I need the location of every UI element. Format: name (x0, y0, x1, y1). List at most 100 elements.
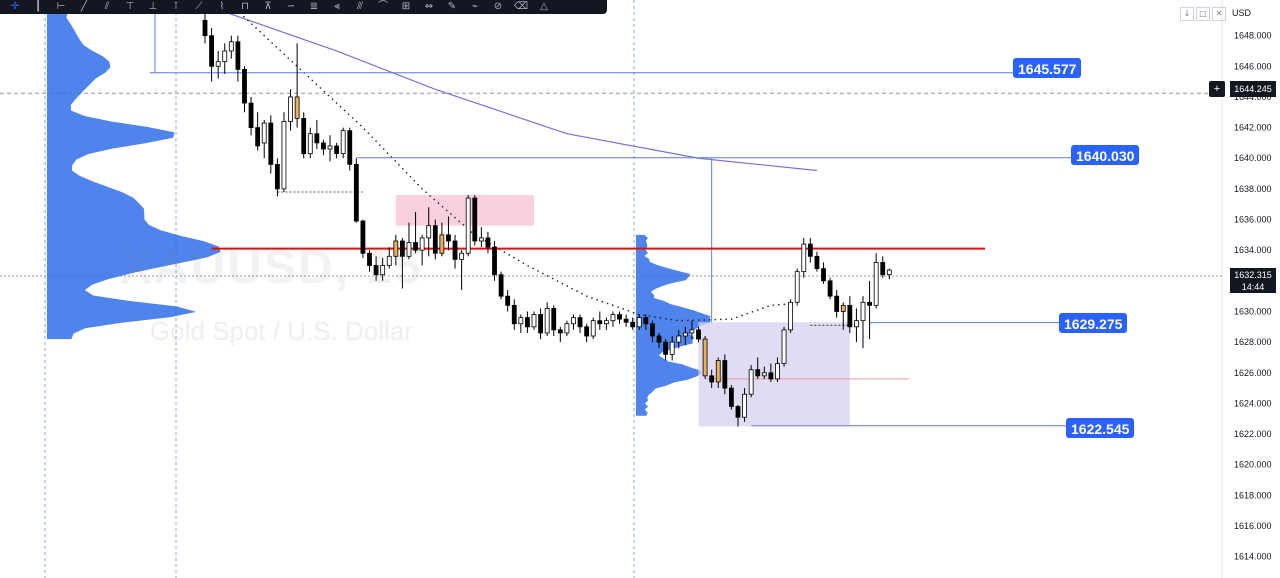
ruler-tool-icon[interactable]: ⊓ (241, 1, 249, 12)
candle (794, 268, 800, 306)
candle (492, 240, 497, 281)
candle-body (597, 320, 603, 325)
fib-channel-tool-icon[interactable]: ⫻ (357, 1, 363, 12)
candle (807, 237, 813, 263)
candle-body (446, 234, 451, 242)
price-note-tool-icon[interactable]: ✎ (447, 1, 457, 12)
path-tool-icon[interactable]: ⌇ (219, 1, 225, 12)
volume-profile (47, 12, 711, 416)
level-badge-1640[interactable]: 1640.030 (1071, 145, 1140, 165)
candle (485, 231, 491, 254)
channel-tool-icon[interactable]: ⫽ (104, 1, 110, 12)
volume-profile-right (636, 234, 711, 416)
candle (663, 339, 668, 361)
currency-selector[interactable]: USD (1232, 8, 1252, 18)
price-tick-label: 1630.000 (1234, 306, 1272, 316)
candle-body (847, 304, 853, 328)
vertical-line-tool-icon[interactable]: ┃ (34, 1, 42, 12)
candle-body (459, 252, 465, 260)
fib-retracement-tool-icon[interactable]: ≣ (309, 1, 319, 12)
candle (801, 237, 807, 278)
candle (439, 222, 445, 257)
level-badge-1629[interactable]: 1629.275 (1059, 313, 1128, 333)
candle (459, 250, 465, 291)
candle (676, 329, 682, 349)
candle-body (465, 197, 471, 254)
level-badge-1622[interactable]: 1622.545 (1066, 418, 1135, 438)
candle (367, 250, 372, 272)
candle-body (571, 317, 576, 325)
candle (373, 256, 379, 281)
candle-body (399, 240, 405, 257)
triangle-tool-icon[interactable]: △ (540, 1, 548, 12)
candle (682, 326, 688, 346)
candle (590, 317, 596, 340)
candle (452, 234, 458, 269)
candle (215, 50, 221, 79)
info-line-tool-icon[interactable]: ⊤ (125, 1, 135, 12)
close-icon[interactable]: ✕ (1212, 7, 1226, 21)
candle-body (788, 301, 794, 331)
candle (880, 256, 886, 278)
crosshair-tool-icon[interactable]: ✛ (10, 1, 20, 12)
candle (715, 357, 721, 389)
add-alert-plus-icon[interactable]: + (1209, 81, 1225, 97)
candle (630, 317, 636, 330)
short-position-tool-icon[interactable]: ⊺ (173, 1, 179, 12)
horizontal-ray-tool-icon[interactable]: ⊢ (56, 1, 66, 12)
date-range-tool-icon[interactable]: ⇔ (424, 1, 434, 12)
candle-body (814, 255, 820, 269)
brush-tool-icon[interactable]: ⌁ (471, 1, 479, 12)
price-axis[interactable]: 1648.0001646.0001644.0001642.0001640.000… (1234, 31, 1272, 562)
candle-body (577, 317, 583, 328)
long-position-tool-icon[interactable]: ⊥ (148, 1, 158, 12)
price-tick-label: 1626.000 (1234, 368, 1272, 378)
candle-body (426, 225, 432, 239)
bar-countdown: 14:44 (1241, 282, 1265, 292)
minimize-icon[interactable]: ↓ (1180, 7, 1194, 21)
candle-body (452, 240, 458, 260)
candle-body (406, 242, 412, 257)
watermark-symbol: XAUUSD, 15 (120, 241, 423, 294)
candle-body (775, 363, 780, 380)
curve-tool-icon[interactable]: ∽ (286, 1, 296, 12)
scale-controls: ↓ □ ✕ (1180, 7, 1226, 21)
level-badge-1645[interactable]: 1645.577 (1013, 58, 1082, 78)
price-tick-label: 1646.000 (1234, 61, 1272, 71)
candle-body (478, 237, 484, 242)
highlighter-tool-icon[interactable]: ⊘ (493, 1, 503, 12)
candle (722, 354, 728, 395)
polyline-tool-icon[interactable]: ⊼ (264, 1, 272, 12)
eraser-tool-icon[interactable]: ⌫ (513, 1, 529, 12)
extended-line-tool-icon[interactable]: ⟋ (195, 1, 203, 12)
candle (235, 35, 241, 82)
candle (413, 211, 418, 254)
maximize-icon[interactable]: □ (1196, 7, 1210, 21)
pitchfork-tool-icon[interactable]: ⫷ (334, 1, 340, 12)
candle (228, 35, 234, 59)
candle (386, 247, 392, 269)
price-tick-label: 1628.000 (1234, 337, 1272, 347)
candle-body (702, 338, 708, 377)
last-price-label: 1632.315 14:44 (1230, 268, 1276, 293)
candle-body (840, 304, 846, 312)
candle-body (544, 308, 550, 334)
candle-body (242, 68, 247, 104)
candle (656, 332, 662, 349)
candle-body (860, 301, 866, 322)
candle (478, 227, 484, 248)
candle-body (636, 317, 642, 328)
candle (274, 158, 280, 197)
price-tick-label: 1638.000 (1234, 184, 1272, 194)
trend-line-tool-icon[interactable]: ╱ (80, 1, 88, 12)
candle-body (551, 308, 557, 331)
candle-body (511, 304, 517, 325)
candle-body (525, 317, 530, 328)
candle-body (235, 41, 241, 70)
arc-tool-icon[interactable]: ⌒ (378, 1, 388, 12)
gann-box-tool-icon[interactable]: ⊞ (401, 1, 411, 12)
candle (636, 314, 642, 330)
drawing-toolbar: ✛ ┃ ⊢ ╱ ⫽ ⊤ ⊥ ⊺ ⟋ ⌇ ⊓ ⊼ ∽ ≣ ⫷ ⫻ ⌒ ⊞ ⇔ ✎ ⌁ ⊘ ⌫ △ (0, 0, 607, 14)
